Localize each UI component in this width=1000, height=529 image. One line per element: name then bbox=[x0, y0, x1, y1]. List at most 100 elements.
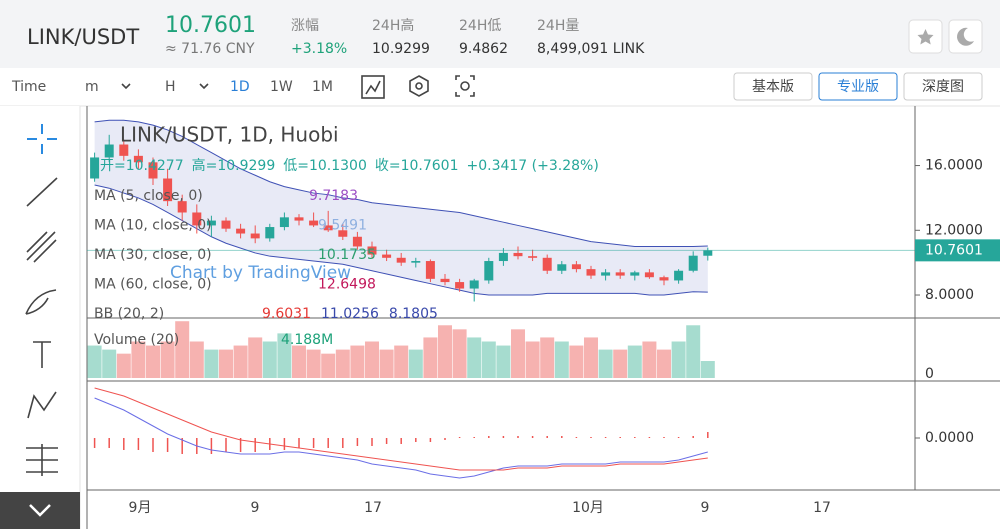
value: +3.18% bbox=[291, 41, 347, 57]
indicator-name: MA (10, close, 0) bbox=[94, 218, 212, 234]
x-tick-label: 9 bbox=[251, 500, 260, 516]
y-tick-label: 8.0000 bbox=[925, 287, 974, 303]
interval-button[interactable]: H bbox=[165, 79, 176, 95]
volume-bar bbox=[642, 341, 657, 378]
candle-body bbox=[148, 162, 158, 179]
volume-bar bbox=[481, 341, 496, 378]
volume-bar bbox=[496, 345, 511, 378]
candle-body bbox=[586, 269, 596, 276]
interval-button[interactable]: m bbox=[85, 79, 99, 95]
volume-bar bbox=[511, 329, 525, 378]
volume-bar bbox=[248, 337, 263, 378]
interval-button[interactable]: 1D bbox=[230, 79, 250, 95]
collapse-icon bbox=[29, 504, 51, 517]
view-label: 专业版 bbox=[837, 79, 879, 95]
volume-bar bbox=[700, 361, 715, 378]
volume-bar bbox=[613, 349, 628, 378]
volume-bar bbox=[87, 345, 102, 378]
text-tool[interactable] bbox=[33, 341, 51, 368]
volume-bar bbox=[365, 341, 379, 378]
candle-body bbox=[440, 278, 450, 283]
y-tick-label: 12.0000 bbox=[925, 222, 983, 238]
volume-bar bbox=[554, 341, 569, 378]
collapse-button[interactable] bbox=[0, 492, 80, 529]
snapshot-icon[interactable] bbox=[455, 75, 475, 97]
x-tick-label: 17 bbox=[813, 500, 831, 516]
y-tick-label: 0 bbox=[925, 366, 934, 382]
bollinger-band bbox=[94, 120, 708, 296]
bollinger-upper bbox=[94, 119, 708, 247]
pair: LINK/USDT bbox=[27, 25, 139, 49]
candle-body bbox=[601, 272, 611, 276]
settings-dot bbox=[415, 82, 423, 90]
candle-body bbox=[206, 220, 216, 226]
chart-type-glyph bbox=[365, 80, 381, 95]
view-label: 基本版 bbox=[752, 78, 794, 95]
indicator-value: 9.7183 bbox=[309, 188, 358, 204]
candle-body bbox=[542, 257, 552, 271]
volume-bar bbox=[438, 325, 452, 378]
crosshair-tool[interactable] bbox=[27, 124, 57, 154]
candle-body bbox=[498, 252, 508, 262]
view-button[interactable] bbox=[733, 72, 813, 101]
volume-bar bbox=[233, 345, 248, 378]
ohlc-value: 收=10.7601 bbox=[375, 158, 459, 174]
candle-body bbox=[455, 282, 465, 289]
candle-body bbox=[469, 280, 479, 289]
indicator-value: 10.1735 bbox=[318, 247, 376, 263]
price-tag-label: 10.7601 bbox=[925, 242, 983, 258]
pattern-tool[interactable] bbox=[27, 391, 57, 419]
candle-body bbox=[425, 261, 435, 279]
volume-bar bbox=[219, 349, 233, 378]
interval-button[interactable]: 1M bbox=[312, 79, 333, 95]
candle-body bbox=[615, 272, 625, 276]
volume-bar bbox=[423, 337, 438, 378]
volume-bar bbox=[467, 337, 482, 378]
brush-tool[interactable] bbox=[25, 289, 57, 315]
view-button[interactable] bbox=[818, 72, 898, 101]
line-tool[interactable] bbox=[26, 177, 58, 207]
volume-bar bbox=[146, 345, 160, 378]
volume-bar bbox=[584, 337, 598, 378]
view-label: 深度图 bbox=[922, 79, 964, 95]
volume-bar bbox=[452, 329, 467, 378]
fib-tool[interactable] bbox=[26, 231, 57, 263]
chart-type-icon[interactable] bbox=[361, 75, 385, 99]
label: 涨幅 bbox=[291, 18, 319, 34]
candle-body bbox=[644, 272, 654, 278]
volume-bar bbox=[394, 345, 409, 378]
volume-bar bbox=[598, 349, 613, 378]
candle-body bbox=[250, 233, 260, 239]
candle-body bbox=[396, 257, 406, 263]
x-tick-label: 10月 bbox=[572, 500, 604, 516]
candle-body bbox=[659, 277, 669, 281]
measure-tool[interactable] bbox=[26, 444, 58, 476]
x-tick-label: 9月 bbox=[129, 500, 152, 516]
ohlc-value: 低=10.1300 bbox=[283, 158, 367, 174]
theme-button[interactable] bbox=[948, 19, 983, 54]
x-tick-label: 9 bbox=[701, 500, 710, 516]
volume-bar bbox=[379, 349, 394, 378]
candle-body bbox=[557, 264, 567, 271]
ohlc-value: 开=10.4277 bbox=[100, 158, 184, 174]
price-tag bbox=[915, 239, 1000, 262]
toolbar-icons bbox=[121, 75, 475, 99]
candle-body bbox=[192, 212, 202, 226]
view-button[interactable] bbox=[903, 72, 983, 101]
settings-icon[interactable] bbox=[409, 75, 429, 97]
indicator-name: MA (30, close, 0) bbox=[94, 247, 212, 263]
label: 24H量 bbox=[537, 18, 579, 34]
cny: ≈ 71.76 CNY bbox=[165, 41, 255, 57]
interval-button[interactable]: 1W bbox=[270, 79, 293, 95]
indicator-name: MA (5, close, 0) bbox=[94, 188, 203, 204]
candle-body bbox=[630, 272, 640, 276]
candle-body bbox=[484, 261, 494, 281]
volume-bar bbox=[321, 353, 336, 378]
candle-body bbox=[352, 236, 362, 247]
indicator-value: 8.1805 bbox=[389, 306, 438, 322]
candle-body bbox=[236, 228, 246, 234]
volume-bar bbox=[102, 349, 117, 378]
ohlc-value: +0.3417 (+3.28%) bbox=[467, 158, 599, 174]
candle-body bbox=[309, 220, 319, 226]
